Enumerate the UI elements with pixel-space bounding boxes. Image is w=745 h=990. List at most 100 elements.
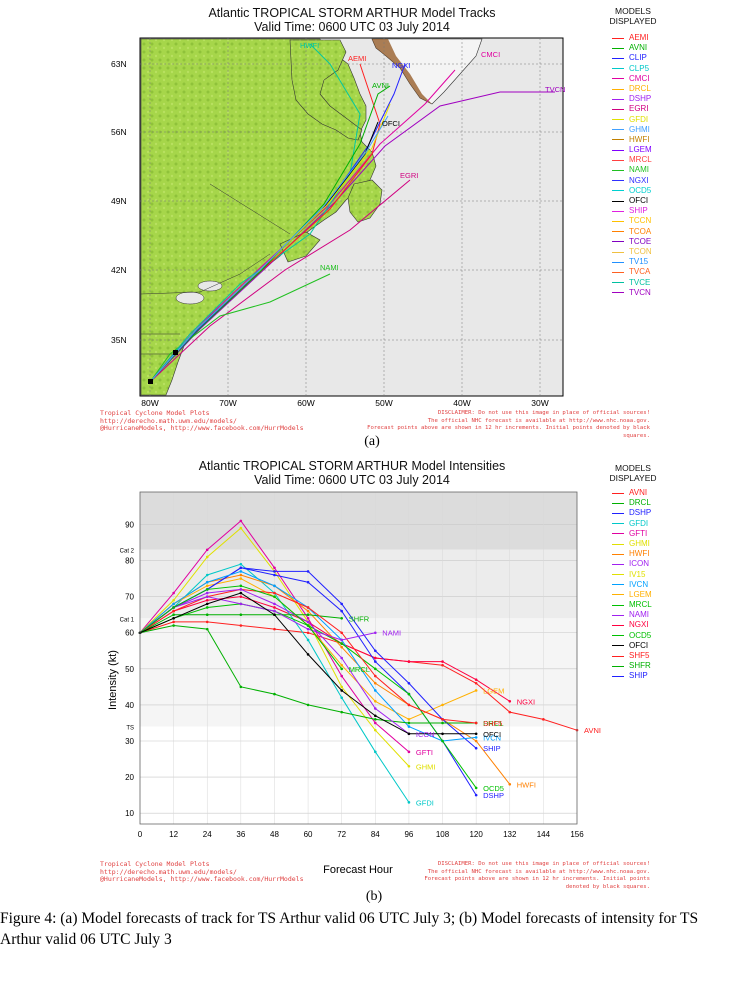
map-label-aemi: AEMI	[348, 54, 366, 63]
intensity-models-heading-2: DISPLAYED	[609, 473, 657, 483]
intensity-legend-item: IVCN	[612, 580, 652, 590]
intensity-legend-item: DSHP	[612, 508, 652, 518]
intensity-credit-right: DISCLAIMER: Do not use this image in pla…	[420, 861, 650, 891]
intensity-legend-item: HWFI	[612, 549, 652, 559]
lat-label: 42N	[111, 265, 127, 275]
track-legend-item: LGEM	[612, 145, 652, 155]
intensity-chart: 10 20 30 40 50 60 70 80 90 0 12 24 36 48 60 72 84 96 108 12…	[107, 491, 601, 876]
series-end-label: NAMI	[382, 629, 401, 638]
series-point	[407, 721, 411, 725]
legend-label: HWFI	[629, 134, 650, 144]
series-point	[205, 620, 209, 624]
track-legend-item: TCOA	[612, 227, 652, 237]
lat-label: 56N	[111, 127, 127, 137]
track-legend-item: TCOE	[612, 237, 652, 247]
series-end-label: LGEM	[483, 686, 504, 695]
series-line-nami	[139, 596, 376, 641]
lon-label: 60W	[297, 398, 314, 408]
track-tvcn	[149, 91, 555, 383]
category-label: TS	[126, 726, 134, 732]
series-end-label: GFDI	[416, 798, 434, 807]
map-label-nami: NAMI	[320, 263, 339, 272]
series-point	[441, 739, 444, 743]
legend-swatch	[612, 139, 624, 141]
legend-swatch	[612, 502, 624, 504]
legend-swatch	[612, 200, 624, 202]
series-point	[508, 783, 512, 786]
map-label-tvcn: TVCN	[545, 85, 565, 94]
x-tick-label: 12	[169, 830, 178, 839]
series-point	[205, 591, 209, 595]
intensity-legend-item: SHF5	[612, 651, 652, 661]
series-point	[441, 663, 444, 667]
series-point	[205, 555, 209, 559]
lat-label: 63N	[111, 59, 127, 69]
legend-swatch	[612, 190, 624, 192]
series-point	[340, 609, 343, 613]
series-point	[474, 678, 478, 681]
y-tick-label: 90	[125, 520, 134, 529]
x-tick-label: 24	[203, 830, 212, 839]
legend-swatch	[612, 210, 624, 212]
series-point	[239, 570, 243, 573]
legend-label: TVCA	[629, 267, 651, 277]
series-point	[340, 645, 343, 649]
x-tick-label: 72	[337, 830, 346, 839]
series-point	[374, 718, 377, 721]
series-end-label: IVCN	[483, 733, 501, 742]
track-legend-item: CLIP	[612, 53, 652, 63]
series-end-label: SHFR	[349, 614, 370, 623]
track-models-heading-2: DISPLAYED	[609, 16, 657, 26]
province-borders	[140, 183, 291, 355]
track-egri	[149, 179, 411, 383]
legend-swatch	[612, 68, 624, 70]
sublabel-b: (b)	[365, 889, 383, 904]
legend-swatch	[612, 492, 624, 494]
initial-point-marker	[148, 379, 153, 384]
legend-swatch	[612, 241, 624, 243]
series-end-label: GHMI	[416, 762, 436, 771]
series-point	[407, 732, 411, 736]
track-legend-item: DSHP	[612, 94, 652, 104]
x-tick-label: 132	[503, 830, 517, 839]
legend-swatch	[612, 645, 624, 647]
series-point	[273, 602, 276, 606]
legend-label: MRCL	[629, 155, 652, 165]
intensity-legend-item: OCD5	[612, 631, 652, 641]
x-tick-label: 60	[304, 830, 313, 839]
legend-label: DRCL	[629, 498, 651, 508]
map-label-cmci: CMCI	[481, 50, 500, 59]
series-point	[441, 732, 444, 736]
series-point	[205, 602, 209, 606]
legend-label: IV15	[629, 569, 646, 579]
series-point	[407, 725, 411, 728]
track-legend-item: OCD5	[612, 186, 652, 196]
series-point	[441, 660, 444, 663]
legend-label: OFCI	[629, 196, 649, 205]
series-point	[205, 598, 209, 602]
map-label-egri: EGRI	[400, 171, 418, 180]
series-point	[340, 667, 343, 671]
series-point	[306, 617, 310, 620]
track-avni	[149, 85, 391, 383]
track-legend-item: TCCN	[612, 216, 652, 226]
legend-swatch	[612, 261, 624, 263]
intensity-legend-item: NAMI	[612, 610, 652, 620]
x-tick-label: 120	[469, 830, 483, 839]
intensity-legend-item: GFDI	[612, 519, 652, 529]
x-tick-label: 156	[570, 830, 584, 839]
x-tick-label: 0	[138, 830, 143, 839]
intensity-legend-item: MRCL	[612, 600, 652, 610]
intensity-legend-item: SHIP	[612, 671, 652, 681]
series-end-label: DSHP	[483, 791, 504, 800]
series-point	[172, 609, 175, 613]
legend-swatch	[612, 98, 624, 100]
series-point	[239, 573, 243, 577]
series-point	[273, 606, 276, 609]
legend-swatch	[612, 574, 624, 576]
legend-label: LGEM	[629, 145, 652, 155]
track-hwfi	[149, 43, 361, 383]
track-map: HWFI AEMI NGXI CMCI TVCN AVNI OFCI EGRI …	[111, 37, 565, 408]
legend-label: AVNI	[629, 43, 648, 53]
track-credit-right: DISCLAIMER: Do not use this image in pla…	[360, 410, 650, 440]
